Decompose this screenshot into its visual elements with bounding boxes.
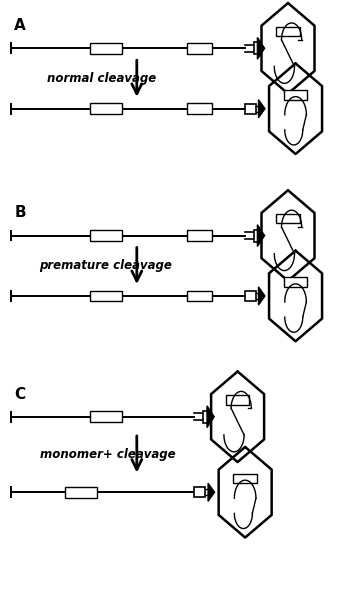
Bar	[90, 411, 122, 422]
Text: A: A	[14, 18, 26, 33]
Bar	[284, 90, 307, 100]
Polygon shape	[208, 483, 215, 501]
Bar	[90, 230, 122, 241]
Text: premature cleavage: premature cleavage	[40, 259, 172, 272]
Polygon shape	[257, 37, 265, 59]
Bar	[194, 487, 205, 497]
Bar	[90, 291, 122, 301]
Bar	[226, 395, 249, 405]
Bar	[187, 230, 212, 241]
Bar	[254, 230, 260, 242]
Bar	[276, 27, 300, 36]
Polygon shape	[258, 100, 265, 118]
Bar	[234, 474, 257, 483]
Polygon shape	[207, 406, 214, 428]
Text: B: B	[14, 205, 26, 220]
Text: monomer+ cleavage: monomer+ cleavage	[40, 448, 175, 461]
Bar	[187, 43, 212, 54]
Text: C: C	[14, 387, 26, 402]
Bar	[90, 43, 122, 54]
Bar	[65, 487, 97, 498]
Bar	[187, 291, 212, 301]
Bar	[203, 411, 209, 423]
Polygon shape	[257, 225, 265, 246]
Bar	[245, 104, 256, 114]
Bar	[187, 103, 212, 114]
Text: normal cleavage: normal cleavage	[47, 72, 156, 85]
Bar	[245, 291, 256, 301]
Polygon shape	[258, 287, 265, 305]
Bar	[276, 214, 300, 223]
Bar	[90, 103, 122, 114]
Bar	[254, 42, 260, 54]
Bar	[284, 277, 307, 287]
